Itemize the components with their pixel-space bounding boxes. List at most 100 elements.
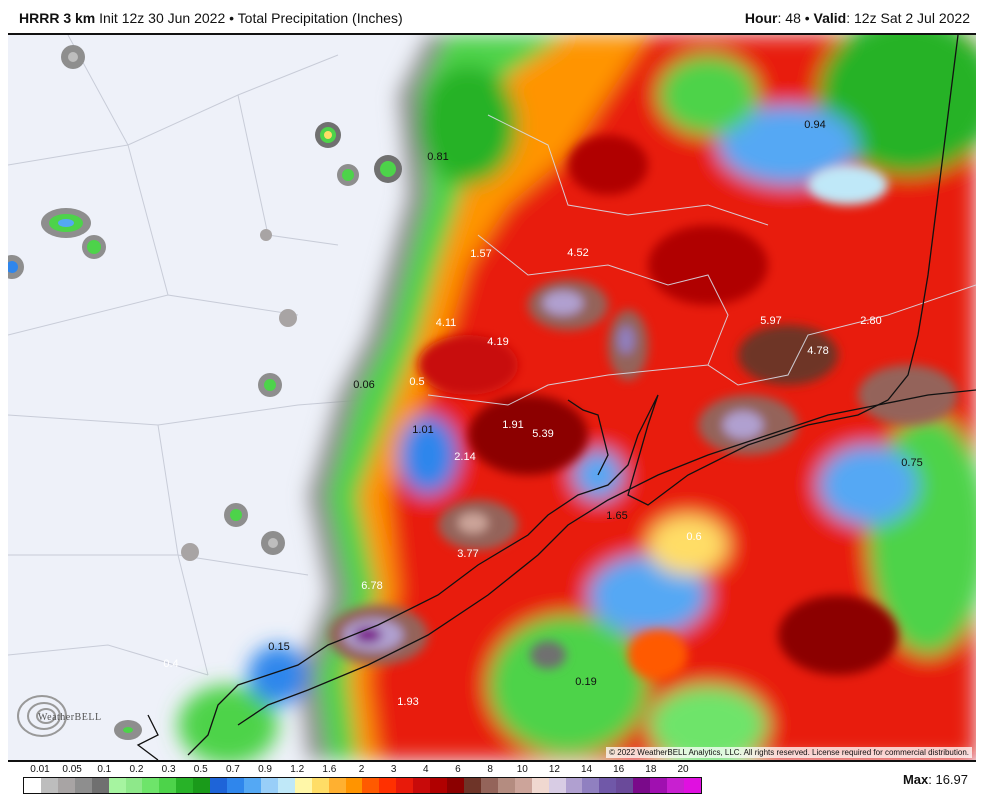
value-label: 6.78 xyxy=(361,580,383,592)
legend-tick-label: 12 xyxy=(548,764,560,775)
model-name: HRRR 3 km xyxy=(19,10,96,26)
legend-tick-label: 0.05 xyxy=(62,764,82,775)
colorbar-swatch xyxy=(142,778,160,793)
colorbar-swatch xyxy=(294,778,312,793)
colorbar-swatch xyxy=(362,778,380,793)
colorbar-swatch xyxy=(159,778,177,793)
colorbar-swatch xyxy=(57,778,75,793)
max-value: Max: 16.97 xyxy=(903,772,968,787)
legend-tick-label: 14 xyxy=(580,764,593,775)
legend-tick-label: 0.01 xyxy=(30,764,50,775)
coastline xyxy=(136,35,976,760)
legend-tick-label: 8 xyxy=(487,764,493,775)
colorbar-swatch xyxy=(108,778,126,793)
hour-value: : 48 • xyxy=(777,10,814,26)
legend-tick-label: 1.2 xyxy=(290,764,305,775)
precipitation-map: 0.81 0.94 1.57 4.52 4.11 4.19 5.97 2.80 … xyxy=(8,35,976,760)
value-label: 4.78 xyxy=(807,345,829,357)
value-label: 1.65 xyxy=(606,510,628,522)
precip-colorbar xyxy=(23,777,702,794)
colorbar-swatch xyxy=(616,778,634,793)
legend-tick-label: 0.2 xyxy=(129,764,144,775)
colorbar-swatch xyxy=(463,778,481,793)
colorbar-swatch xyxy=(311,778,329,793)
precip-field xyxy=(8,35,976,760)
value-label: 0.6 xyxy=(686,531,702,543)
legend-tick-label: 6 xyxy=(455,764,461,775)
colorbar-swatch xyxy=(413,778,431,793)
init-and-field: Init 12z 30 Jun 2022 • Total Precipitati… xyxy=(99,10,403,26)
logo-text: WeatherBELL xyxy=(38,712,102,723)
legend-tick-label: 0.3 xyxy=(161,764,176,775)
colorbar-swatch xyxy=(210,778,228,793)
legend-tick-label: 20 xyxy=(677,764,689,775)
value-label: 3.77 xyxy=(457,548,479,560)
state-lines xyxy=(427,114,976,406)
value-label: 0.19 xyxy=(575,676,597,688)
footer-divider xyxy=(8,760,976,762)
legend-tick-label: 0.5 xyxy=(193,764,208,775)
colorbar-swatch xyxy=(176,778,194,793)
legend-tick-label: 10 xyxy=(516,764,528,775)
value-label: 1.01 xyxy=(412,424,434,436)
legend-tick-label: 0.9 xyxy=(258,764,272,775)
colorbar-swatch xyxy=(193,778,211,793)
legend-tick-label: 18 xyxy=(645,764,657,775)
legend-tick-label: 2 xyxy=(358,764,365,775)
value-label: 5.97 xyxy=(760,315,782,327)
colorbar-swatch xyxy=(260,778,278,793)
colorbar-swatch xyxy=(633,778,651,793)
colorbar-swatch xyxy=(74,778,92,793)
colorbar-swatch xyxy=(125,778,143,793)
value-label: 0.06 xyxy=(353,379,375,391)
max-label: Max xyxy=(902,772,929,787)
colorbar-swatch xyxy=(277,778,295,793)
colorbar-swatch xyxy=(565,778,583,793)
colorbar-swatch xyxy=(345,778,363,793)
value-label: 2.14 xyxy=(454,451,476,463)
colorbar-swatch xyxy=(531,778,549,793)
value-label: 0.81 xyxy=(427,151,449,163)
value-label: 0.94 xyxy=(804,119,826,131)
value-label: 4.11 xyxy=(435,317,457,329)
colorbar-swatch xyxy=(379,778,397,793)
value-label: 0.4 xyxy=(163,658,179,670)
valid-value: : 12z Sat 2 Jul 2022 xyxy=(846,10,970,26)
value-label: 1.57 xyxy=(470,248,492,260)
colorbar-swatch xyxy=(667,778,684,793)
colorbar-swatch xyxy=(683,778,701,793)
value-label: 2.80 xyxy=(860,315,882,327)
isolated-cells xyxy=(8,45,402,740)
legend-tick-label: 3 xyxy=(390,764,397,775)
hour-label: Hour xyxy=(744,10,778,26)
logo-swirl-icon xyxy=(17,695,67,737)
legend-tick-label: 16 xyxy=(613,764,625,775)
colorbar-swatch xyxy=(548,778,566,793)
colorbar-swatch xyxy=(328,778,346,793)
legend-ticks: 0.01 0.05 0.1 0.2 0.3 0.5 0.7 0.9 1.2 1.6 2 3 4 6 8 10 1… xyxy=(23,764,700,776)
value-label: 0.5 xyxy=(409,376,425,388)
colorbar-swatch xyxy=(430,778,448,793)
value-label: 1.93 xyxy=(397,696,419,708)
colorbar-swatch xyxy=(24,778,41,793)
value-label: 0.75 xyxy=(901,457,923,469)
legend-tick-label: 4 xyxy=(423,764,429,775)
value-label: 1.91 xyxy=(502,419,524,431)
map-title: HRRR 3 km Init 12z 30 Jun 2022 • Total P… xyxy=(19,10,403,26)
colorbar-swatch xyxy=(599,778,617,793)
colorbar-swatch xyxy=(582,778,600,793)
colorbar-swatch xyxy=(497,778,515,793)
header-divider xyxy=(8,33,976,35)
value-label: 5.39 xyxy=(532,428,554,440)
colorbar-swatch xyxy=(480,778,498,793)
legend-tick-label: 0.1 xyxy=(97,764,112,775)
copyright-notice: © 2022 WeatherBELL Analytics, LLC. All r… xyxy=(606,747,972,758)
colorbar-swatch xyxy=(91,778,109,793)
legend-tick-label: 1.6 xyxy=(322,764,337,775)
colorbar-swatch xyxy=(396,778,414,793)
valid-label: Valid xyxy=(813,10,847,26)
value-label: 0.15 xyxy=(268,641,290,653)
colorbar-swatch xyxy=(40,778,58,793)
colorbar-swatch xyxy=(243,778,261,793)
value-label: 4.19 xyxy=(487,336,509,348)
